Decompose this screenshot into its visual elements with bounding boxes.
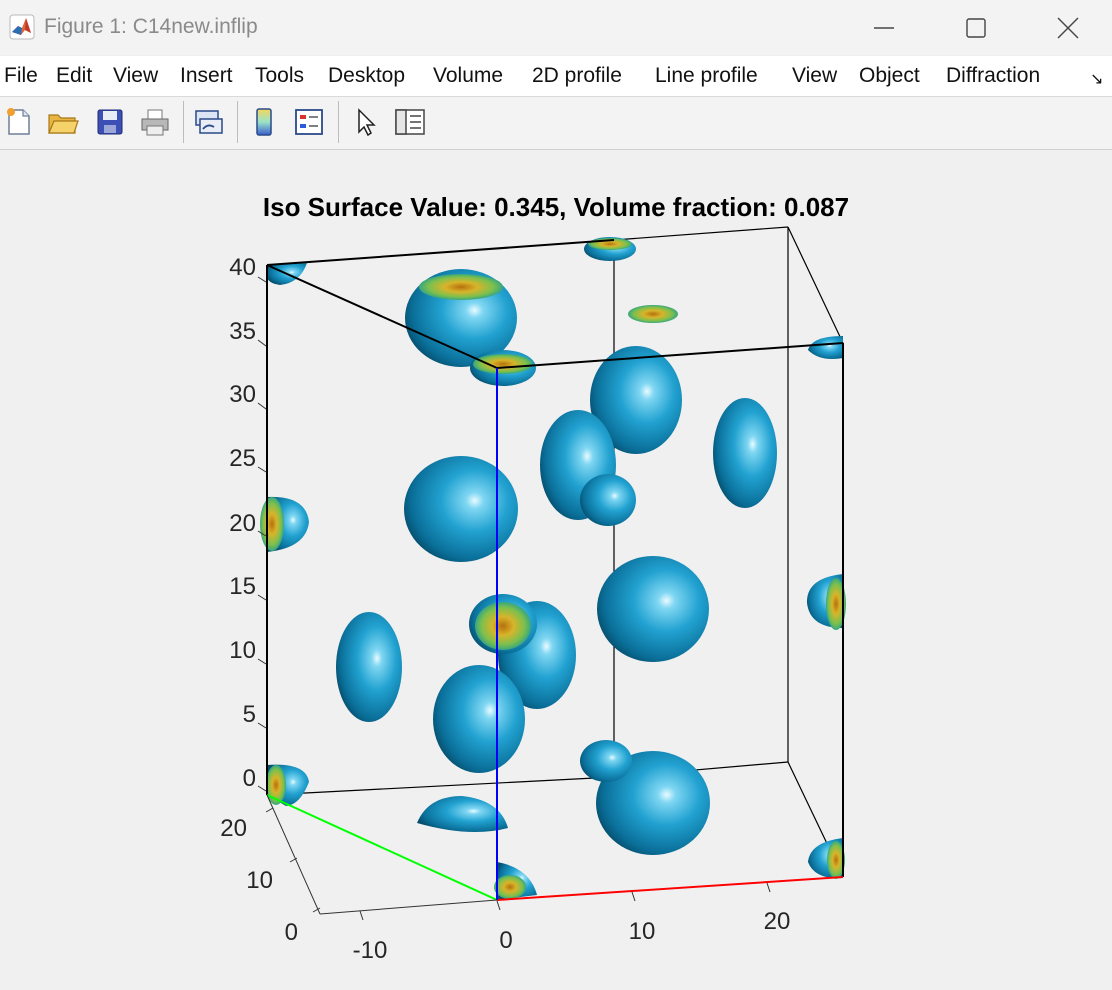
y-tick-label: 20 bbox=[220, 815, 247, 842]
y-axis-line bbox=[266, 794, 498, 901]
new-figure-button[interactable] bbox=[2, 105, 36, 139]
y-tick-label: 10 bbox=[246, 867, 273, 894]
z-tick-label: 40 bbox=[229, 254, 256, 281]
plot-title: Iso Surface Value: 0.345, Volume fractio… bbox=[0, 192, 1112, 223]
menu-file[interactable]: File bbox=[4, 64, 38, 87]
y-axis-ticks bbox=[265, 807, 321, 913]
menu-tools[interactable]: Tools bbox=[255, 64, 305, 87]
print-icon bbox=[141, 109, 169, 136]
open-file-button[interactable] bbox=[46, 105, 80, 139]
z-tick-label: 25 bbox=[229, 445, 256, 472]
menu-object[interactable]: Object bbox=[859, 64, 920, 87]
menu-overflow-icon[interactable]: ↘ bbox=[1090, 71, 1104, 88]
insert-colorbar-button[interactable] bbox=[247, 105, 281, 139]
menu-2d-profile[interactable]: 2D profile bbox=[532, 64, 622, 87]
x-tick-label: 20 bbox=[764, 908, 791, 935]
save-icon bbox=[97, 109, 123, 135]
maximize-icon bbox=[966, 17, 986, 38]
menubar: File Edit View Insert Tools Desktop Volu… bbox=[0, 56, 1112, 97]
menu-insert[interactable]: Insert bbox=[180, 64, 233, 87]
minimize-icon bbox=[874, 26, 894, 29]
pointer-icon bbox=[358, 108, 376, 137]
maximize-button[interactable] bbox=[930, 0, 1022, 55]
y-tick-label: 0 bbox=[285, 919, 298, 946]
save-button[interactable] bbox=[93, 105, 127, 139]
x-tick-label: 10 bbox=[629, 918, 656, 945]
box-front-edges bbox=[266, 239, 844, 877]
menu-view[interactable]: View bbox=[113, 64, 159, 87]
pointer-button[interactable] bbox=[349, 105, 383, 139]
x-axis-line bbox=[496, 876, 844, 901]
menu-view-2[interactable]: View bbox=[792, 64, 838, 87]
z-tick-label: 30 bbox=[229, 381, 256, 408]
box-back-edges bbox=[266, 226, 844, 878]
toolbar-separator bbox=[338, 101, 339, 143]
z-tick-label: 0 bbox=[243, 765, 256, 792]
legend-icon bbox=[295, 109, 323, 135]
z-tick-label: 10 bbox=[229, 637, 256, 664]
matlab-icon bbox=[9, 14, 35, 40]
menu-diffraction[interactable]: Diffraction bbox=[946, 64, 1041, 87]
menu-volume[interactable]: Volume bbox=[433, 64, 504, 87]
link-plot-button[interactable] bbox=[191, 105, 225, 139]
z-tick-label: 35 bbox=[229, 318, 256, 345]
toolbar-separator bbox=[183, 101, 184, 143]
menu-edit[interactable]: Edit bbox=[56, 64, 93, 87]
close-icon bbox=[1057, 17, 1079, 38]
isosurface-blobs bbox=[260, 237, 846, 900]
menu-desktop[interactable]: Desktop bbox=[328, 64, 406, 87]
menu-line-profile[interactable]: Line profile bbox=[655, 64, 758, 87]
link-plot-icon bbox=[195, 110, 223, 134]
x-axis-ticks bbox=[359, 882, 771, 921]
x-tick-label: -10 bbox=[353, 937, 388, 964]
z-tick-label: 15 bbox=[229, 573, 256, 600]
plot-title-text: Iso Surface Value: 0.345, Volume fractio… bbox=[262, 192, 850, 222]
property-editor-icon bbox=[395, 109, 425, 135]
z-tick-label: 5 bbox=[243, 701, 256, 728]
window-titlebar: Figure 1: C14new.inflip bbox=[0, 0, 1112, 55]
close-button[interactable] bbox=[1022, 0, 1112, 55]
toolbar-separator bbox=[237, 101, 238, 143]
axis-frame bbox=[266, 794, 498, 915]
x-tick-label: 0 bbox=[499, 927, 512, 954]
property-editor-button[interactable] bbox=[393, 105, 427, 139]
window-title: Figure 1: C14new.inflip bbox=[44, 15, 258, 38]
print-button[interactable] bbox=[138, 105, 172, 139]
open-file-icon bbox=[48, 114, 79, 134]
z-axis-ticks bbox=[257, 276, 267, 792]
colorbar-icon bbox=[256, 108, 272, 136]
toolbar bbox=[0, 97, 1112, 150]
insert-legend-button[interactable] bbox=[292, 105, 326, 139]
z-tick-label: 20 bbox=[229, 510, 256, 537]
minimize-button[interactable] bbox=[838, 0, 930, 55]
new-figure-icon bbox=[7, 108, 30, 135]
